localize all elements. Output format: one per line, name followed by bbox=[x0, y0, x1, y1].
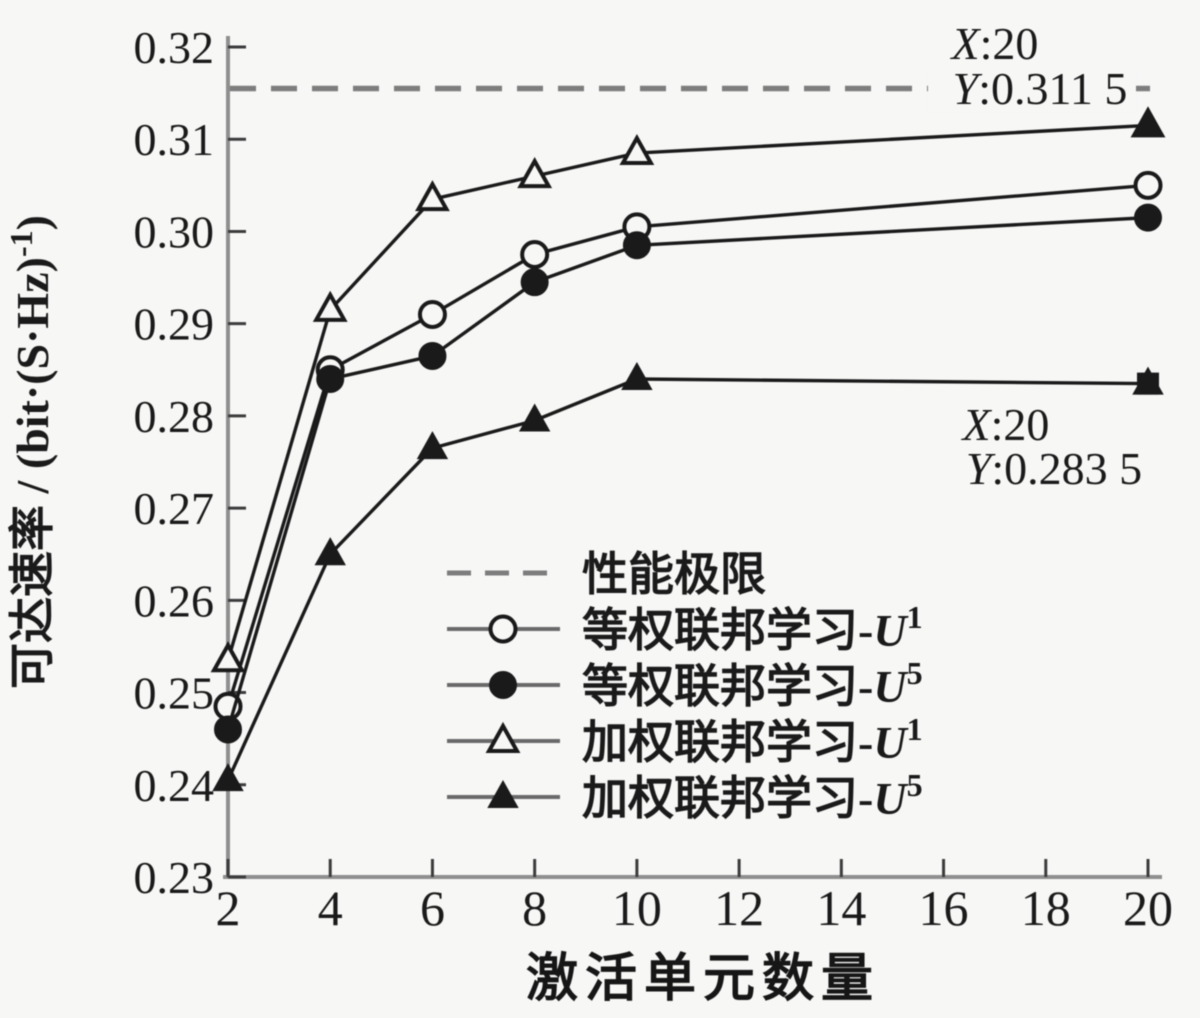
legend-label: 加权联邦学习-U1 bbox=[582, 711, 923, 768]
y-tick-label: 0.31 bbox=[134, 114, 215, 165]
marker-triangle-open bbox=[312, 290, 348, 322]
y-tick-label: 0.24 bbox=[134, 760, 215, 811]
data-tip-1: X:20Y:0.283 5 bbox=[961, 399, 1143, 494]
y-tick-label: 0.23 bbox=[134, 852, 215, 903]
marker-triangle-filled bbox=[487, 779, 519, 808]
marker-circle-filled bbox=[418, 341, 447, 370]
y-tick-label: 0.32 bbox=[134, 22, 215, 73]
legend-label: 性能极限 bbox=[582, 549, 766, 600]
y-axis-title: 可达速率 / (bit·(S·Hz)-1) bbox=[3, 215, 58, 689]
marker-triangle-open bbox=[210, 641, 246, 673]
x-tick-label: 14 bbox=[816, 880, 866, 936]
x-tick-label: 2 bbox=[216, 880, 241, 936]
data-tip-text: Y:0.311 5 bbox=[953, 63, 1128, 114]
marker-circle-open bbox=[417, 299, 447, 329]
marker-circle-filled bbox=[316, 365, 345, 393]
series-line bbox=[226, 377, 1149, 781]
x-tick-label: 10 bbox=[612, 880, 662, 936]
x-tick-label: 4 bbox=[318, 880, 343, 936]
data-tip-text: X:20 bbox=[950, 18, 1039, 69]
marker-triangle-filled bbox=[621, 361, 653, 390]
data-tip-mask bbox=[928, 66, 1136, 112]
x-tick-label: 18 bbox=[1021, 880, 1071, 936]
marker-square-filled bbox=[1137, 372, 1159, 395]
legend-label: 加权联邦学习-U5 bbox=[582, 767, 923, 824]
axes: 0.23 0.24 0.25 0.26 0.27 0.28 0.29 0.30 0.31 0.32… bbox=[134, 22, 1174, 936]
marker-circle-open bbox=[520, 240, 550, 269]
series-equal-weight-u5 bbox=[214, 203, 1162, 744]
marker-circle-filled bbox=[489, 671, 517, 699]
x-tick-label: 12 bbox=[714, 880, 764, 936]
cursor-markers bbox=[1132, 108, 1164, 395]
marker-triangle-filled bbox=[212, 763, 244, 792]
series-line bbox=[226, 215, 1149, 730]
marker-triangle-open bbox=[485, 721, 521, 753]
data-tip-text: Y:0.283 5 bbox=[966, 443, 1142, 494]
legend-entry-1: 等权联邦学习-U1 bbox=[447, 599, 923, 656]
x-tick-label: 20 bbox=[1123, 880, 1173, 936]
marker-circle-filled bbox=[622, 231, 651, 260]
marker-circle-filled bbox=[214, 715, 242, 744]
marker-triangle-filled bbox=[416, 431, 449, 460]
legend-entry-0: 性能极限 bbox=[447, 549, 766, 600]
x-tick-label: 6 bbox=[420, 880, 445, 936]
marker-circle-open bbox=[488, 614, 518, 644]
marker-triangle-open bbox=[517, 157, 553, 189]
marker-triangle-open bbox=[619, 133, 655, 166]
marker-triangle-filled bbox=[1132, 108, 1164, 137]
legend-entry-3: 加权联邦学习-U1 bbox=[447, 711, 923, 768]
legend-entry-4: 加权联邦学习-U5 bbox=[447, 767, 923, 824]
legend-label: 等权联邦学习-U1 bbox=[582, 599, 923, 656]
y-tick-label: 0.27 bbox=[134, 483, 215, 534]
y-tick-label: 0.28 bbox=[134, 391, 215, 442]
y-tick-label: 0.25 bbox=[134, 668, 215, 719]
marker-circle-filled bbox=[520, 268, 549, 297]
x-axis-title: 激活单元数量 bbox=[525, 951, 880, 1008]
marker-triangle-filled bbox=[518, 403, 551, 432]
data-tip-0: X:20Y:0.311 5 bbox=[928, 18, 1136, 114]
x-tick-label: 16 bbox=[919, 880, 969, 936]
marker-circle-open bbox=[1133, 170, 1163, 200]
y-tick-label: 0.30 bbox=[134, 206, 215, 257]
series-line bbox=[226, 183, 1149, 707]
y-tick-label: 0.26 bbox=[134, 575, 215, 626]
y-tick-label: 0.29 bbox=[134, 299, 215, 350]
x-tick-label: 8 bbox=[522, 880, 547, 936]
marker-triangle-open bbox=[415, 180, 450, 212]
series-weighted-u5 bbox=[212, 361, 1164, 792]
data-tip-text: X:20 bbox=[961, 399, 1050, 450]
marker-triangle-filled bbox=[314, 537, 346, 566]
legend-entry-2: 等权联邦学习-U5 bbox=[447, 655, 923, 712]
series-line bbox=[226, 123, 1149, 661]
marker-circle-filled bbox=[1134, 203, 1162, 232]
legend-label: 等权联邦学习-U5 bbox=[582, 655, 923, 712]
